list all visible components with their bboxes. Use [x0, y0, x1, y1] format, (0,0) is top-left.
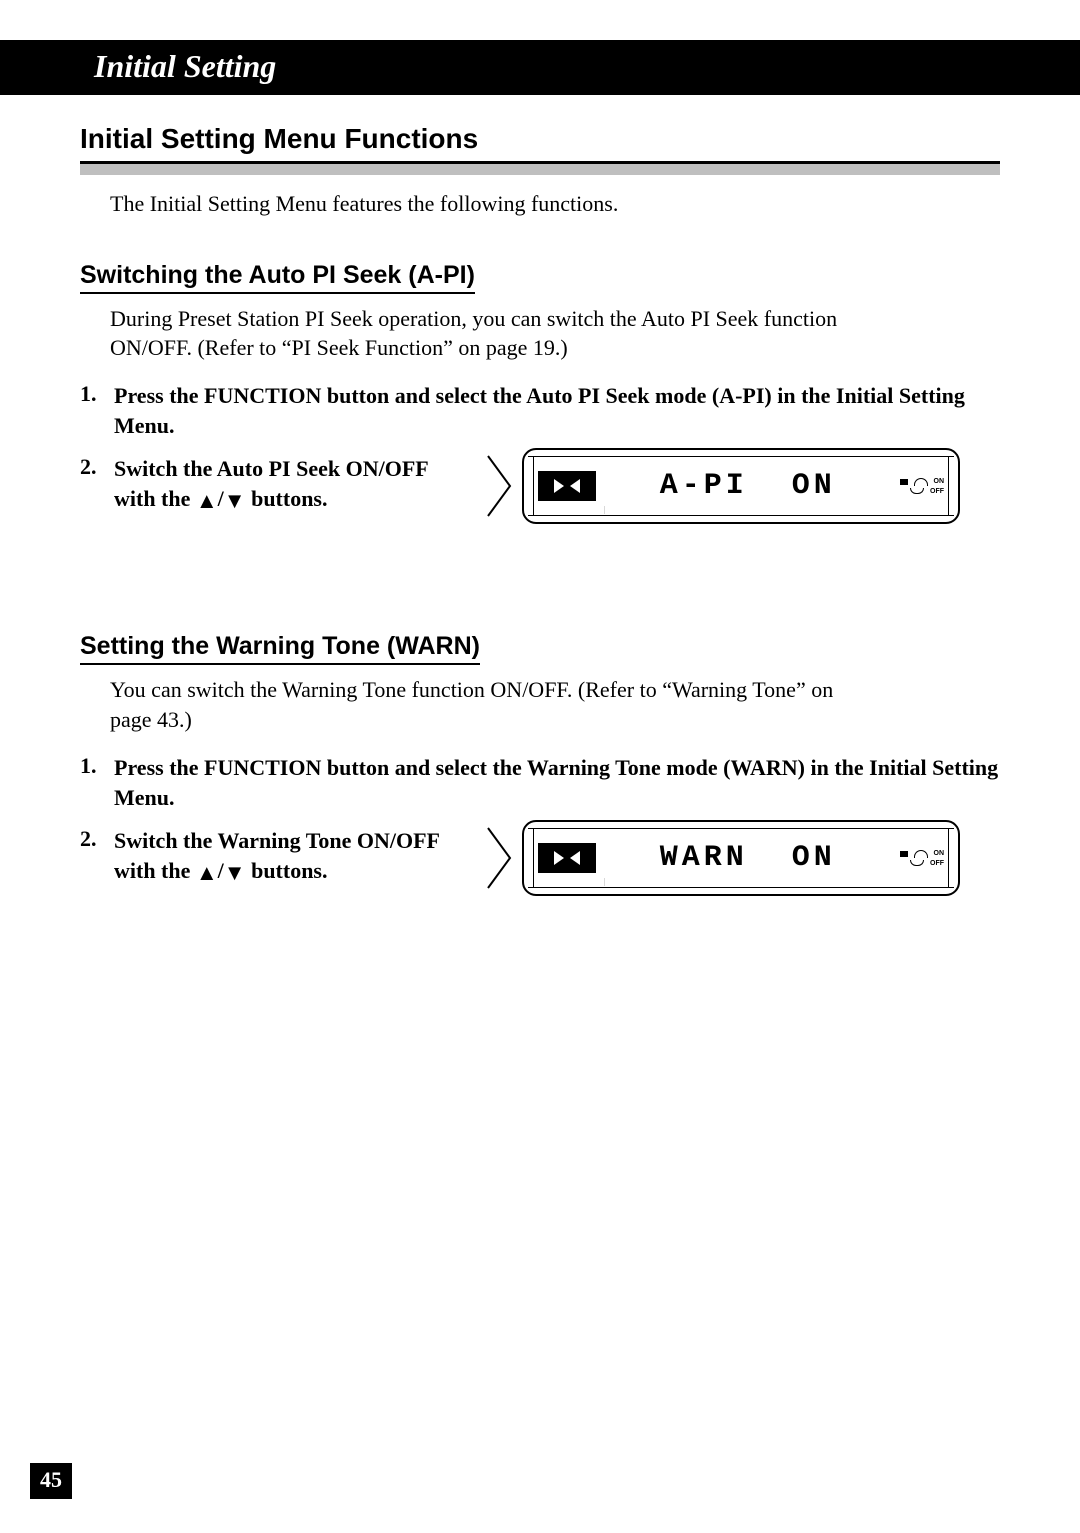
up-triangle-icon: ▲: [196, 858, 218, 888]
subsection-desc: You can switch the Warning Tone function…: [110, 675, 880, 734]
lcd-nav-icon: [538, 843, 596, 873]
chapter-title: Initial Setting: [94, 48, 276, 84]
step-text: Switch the Warning Tone ON/OFF with the …: [114, 826, 454, 887]
lcd-off-label: OFF: [930, 860, 944, 867]
up-triangle-icon: ▲: [196, 486, 218, 516]
down-triangle-icon: ▼: [224, 486, 246, 516]
lcd-illustration: A-PI ON ON OFF: [484, 448, 960, 524]
page-number: 45: [30, 1463, 72, 1499]
chapter-banner: Initial Setting: [0, 40, 1080, 95]
subsection-desc: During Preset Station PI Seek operation,…: [110, 304, 880, 363]
lcd-status-icons: ON OFF: [900, 850, 945, 867]
section-heading: Initial Setting Menu Functions: [80, 123, 1000, 159]
lcd-value: ON: [792, 841, 836, 875]
step-number: 2.: [80, 826, 102, 852]
step-text: Switch the Auto PI Seek ON/OFF with the …: [114, 454, 454, 515]
lcd-text: A-PI ON: [606, 469, 890, 503]
step-text-post: buttons.: [246, 858, 328, 883]
step-text: Press the FUNCTION button and select the…: [114, 381, 1000, 440]
step-item: 2. Switch the Warning Tone ON/OFF with t…: [80, 826, 1000, 896]
intro-paragraph: The Initial Setting Menu features the fo…: [110, 189, 990, 219]
subsection-heading: Setting the Warning Tone (WARN): [80, 632, 480, 665]
lcd-label: WARN: [660, 841, 748, 875]
step-text-post: buttons.: [246, 486, 328, 511]
step-row: Switch the Auto PI Seek ON/OFF with the …: [114, 454, 1000, 524]
step-number: 1.: [80, 381, 102, 407]
lcd-nav-icon: [538, 471, 596, 501]
step-number: 1.: [80, 753, 102, 779]
manual-page: Initial Setting Initial Setting Menu Fun…: [0, 0, 1080, 1533]
step-number: 2.: [80, 454, 102, 480]
step-item: 1. Press the FUNCTION button and select …: [80, 753, 1000, 812]
step-item: 2. Switch the Auto PI Seek ON/OFF with t…: [80, 454, 1000, 524]
subsection-api: Switching the Auto PI Seek (A-PI) During…: [80, 223, 1000, 525]
lcd-display: A-PI ON ON OFF: [522, 448, 960, 524]
step-item: 1. Press the FUNCTION button and select …: [80, 381, 1000, 440]
lcd-on-label: ON: [934, 478, 945, 485]
step-text: Press the FUNCTION button and select the…: [114, 753, 1000, 812]
chevron-right-icon: [484, 452, 514, 520]
lcd-status-icons: ON OFF: [900, 478, 945, 495]
step-list: 1. Press the FUNCTION button and select …: [80, 753, 1000, 896]
lcd-illustration: WARN ON ON OFF: [484, 820, 960, 896]
step-row: Switch the Warning Tone ON/OFF with the …: [114, 826, 1000, 896]
lcd-display: WARN ON ON OFF: [522, 820, 960, 896]
section-heading-text: Initial Setting Menu Functions: [80, 123, 478, 154]
chevron-right-icon: [484, 824, 514, 892]
lcd-on-label: ON: [934, 850, 945, 857]
down-triangle-icon: ▼: [224, 858, 246, 888]
lcd-text: WARN ON: [606, 841, 890, 875]
step-list: 1. Press the FUNCTION button and select …: [80, 381, 1000, 524]
lcd-label: A-PI: [660, 469, 748, 503]
lcd-off-label: OFF: [930, 488, 944, 495]
lcd-value: ON: [792, 469, 836, 503]
subsection-heading: Switching the Auto PI Seek (A-PI): [80, 261, 475, 294]
subsection-warn: Setting the Warning Tone (WARN) You can …: [80, 594, 1000, 896]
section-heading-rule: [80, 161, 1000, 175]
